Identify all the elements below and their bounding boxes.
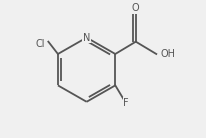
Text: OH: OH <box>160 49 175 59</box>
Text: N: N <box>83 33 90 43</box>
Text: Cl: Cl <box>35 39 45 49</box>
Text: O: O <box>132 2 140 13</box>
Text: F: F <box>123 98 129 108</box>
